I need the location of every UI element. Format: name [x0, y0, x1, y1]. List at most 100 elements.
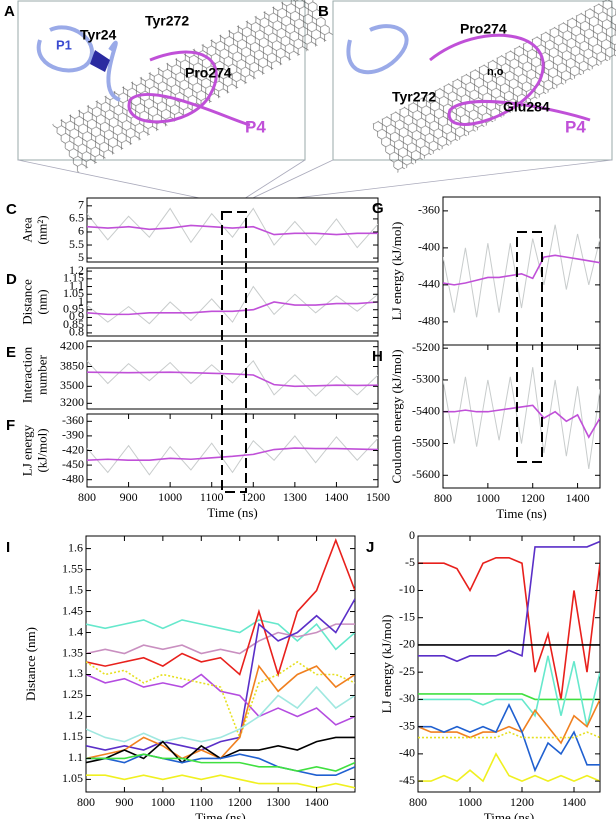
- chart-panel: -480-450-420-390-360 800 900 1000 1100 1200 13…: [6, 413, 390, 520]
- x-tick-label: 1200: [521, 491, 545, 505]
- panel-b-image: [332, 0, 616, 174]
- y-axis-label: (nm): [34, 289, 49, 314]
- y-tick-label: -480: [418, 314, 440, 328]
- plot-frame: [442, 196, 601, 346]
- y-tick-label: -45: [399, 773, 415, 787]
- x-axis-label: Time (ns): [496, 506, 546, 521]
- x-tick-label: 1000: [476, 491, 500, 505]
- x-tick-label: 1100: [190, 795, 214, 809]
- y-tick-label: -25: [399, 664, 415, 678]
- y-axis-label: Coulomb energy (kJ/mol): [389, 349, 404, 483]
- y-tick-label: -420: [62, 442, 84, 456]
- panel-label: C: [6, 201, 17, 218]
- data-line: [418, 702, 600, 773]
- chart-panel: -45 -40 -35 -30 -25 -20 -15 -10 -5 0 800 1000 1200 14…: [366, 528, 601, 819]
- chart-panel: 1.05 1.1 1.15 1.2 1.25 1.3 1.35 1.4 1.45 1.5 1.55 1…: [6, 535, 356, 819]
- data-line: [86, 619, 355, 651]
- y-tick-label: -360: [62, 413, 84, 427]
- x-tick-label: 1000: [151, 795, 175, 809]
- residue-label: Tyr272: [392, 89, 436, 105]
- x-tick-label: 1000: [458, 795, 482, 809]
- y-axis-label: (nm²): [34, 215, 49, 244]
- y-tick-label: -20: [399, 637, 415, 651]
- y-tick-label: 0: [409, 528, 415, 542]
- panel-label: I: [6, 539, 10, 556]
- data-line: [418, 693, 600, 701]
- panel-label: A: [4, 3, 15, 20]
- y-tick-label: 1.1: [69, 278, 84, 292]
- x-tick-label: 1100: [200, 490, 224, 504]
- y-tick-label: 5.5: [69, 237, 84, 251]
- x-tick-label: 900: [120, 490, 138, 504]
- data-line: [87, 301, 378, 316]
- y-tick-label: -5: [405, 555, 415, 569]
- y-tick-label: -480: [62, 471, 84, 485]
- panel-label: G: [372, 200, 384, 217]
- y-tick-label: 1.15: [62, 729, 83, 743]
- y-tick-label: 1.55: [62, 561, 83, 575]
- data-line: [86, 753, 355, 772]
- chart-panel: -5600 -5500 -5400 -5300 -5200 800 1000 1200 1400…: [372, 340, 601, 521]
- y-tick-label: -15: [399, 609, 415, 623]
- residue-label: Glu284: [503, 99, 550, 115]
- y-tick-label: -40: [399, 746, 415, 760]
- data-line: [86, 753, 355, 777]
- data-line: [86, 673, 355, 726]
- data-line: [418, 556, 600, 700]
- y-tick-label: -5400: [412, 403, 440, 417]
- plot-frame: [417, 535, 601, 793]
- data-line: [86, 774, 355, 789]
- data-line: [86, 598, 355, 751]
- plot-frame: [86, 267, 379, 337]
- y-axis-label: Distance: [19, 279, 34, 325]
- y-tick-label: 5: [78, 250, 84, 264]
- data-line: [443, 404, 600, 439]
- x-tick-label: 1300: [266, 795, 290, 809]
- chart-panel: 55.566.57 Area (nm²) C: [6, 197, 379, 264]
- x-tick-label: 1200: [228, 795, 252, 809]
- x-tick-label: 1400: [562, 795, 586, 809]
- x-axis-label: Time (ns): [484, 810, 534, 819]
- x-tick-label: 800: [78, 490, 96, 504]
- y-tick-label: 3200: [60, 395, 84, 409]
- data-line: [87, 360, 378, 397]
- x-tick-label: 800: [409, 795, 427, 809]
- panel-a-image: [17, 0, 335, 173]
- data-line: [87, 371, 378, 388]
- data-line: [86, 660, 355, 740]
- y-tick-label: 1.3: [68, 666, 83, 680]
- y-tick-label: 6.5: [69, 211, 84, 225]
- y-axis-label: Area: [19, 217, 34, 242]
- y-tick-label: -10: [399, 582, 415, 596]
- data-line: [86, 623, 355, 655]
- data-line: [443, 254, 600, 286]
- data-line: [418, 699, 600, 745]
- y-axis-label: (kJ/mol): [34, 428, 49, 472]
- data-line: [418, 731, 600, 739]
- y-tick-label: 7: [78, 198, 84, 212]
- y-tick-label: 3850: [60, 358, 84, 372]
- data-line: [87, 447, 378, 462]
- panel-label: D: [6, 271, 17, 288]
- panel-label: F: [6, 417, 15, 434]
- y-tick-label: -440: [418, 277, 440, 291]
- y-tick-label: -390: [62, 428, 84, 442]
- y-tick-label: 6: [78, 224, 84, 238]
- x-tick-label: 1400: [324, 490, 348, 504]
- plot-frame: [86, 340, 379, 410]
- y-tick-label: 1.6: [68, 540, 83, 554]
- x-tick-label: 1200: [241, 490, 265, 504]
- y-tick-label: 1.5: [68, 582, 83, 596]
- data-line: [418, 540, 600, 663]
- y-tick-label: 1.35: [62, 645, 83, 659]
- plot-frame: [442, 344, 601, 489]
- x-tick-label: 1200: [510, 795, 534, 809]
- residue-label: P4: [245, 117, 266, 136]
- residue-label: n,o: [487, 66, 504, 78]
- y-tick-label: -5600: [412, 467, 440, 481]
- x-tick-label: 800: [434, 491, 452, 505]
- x-tick-label: 900: [115, 795, 133, 809]
- y-tick-label: -5300: [412, 372, 440, 386]
- data-line: [86, 537, 355, 678]
